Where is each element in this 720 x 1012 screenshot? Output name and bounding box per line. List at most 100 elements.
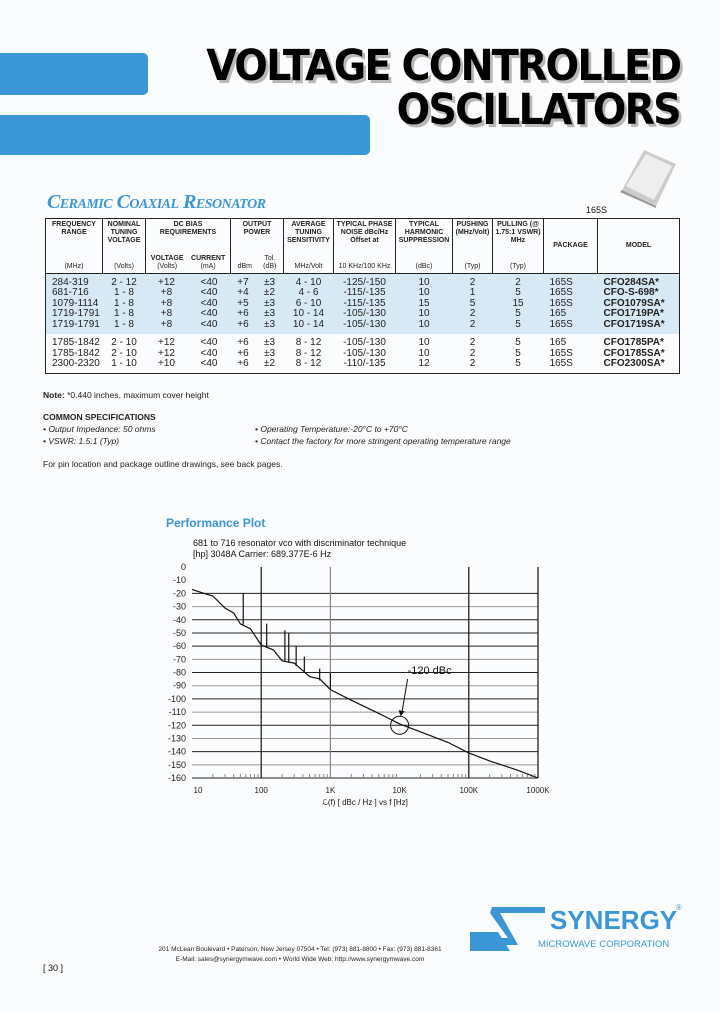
header-pulling: PULLING (@ 1.75:1 VSWR) MHz (Typ) — [492, 218, 544, 274]
row-spacer — [46, 370, 680, 374]
table-cell: CFO1785PA* — [603, 337, 664, 348]
table-cell: +8 — [145, 298, 188, 309]
table-cell: 10 - 14 — [283, 319, 334, 330]
y-tick-label: -40 — [173, 615, 186, 625]
table-cell: 10 — [395, 277, 453, 288]
table-cell: 1 - 8 — [102, 319, 146, 330]
x-tick-label: 10 — [194, 786, 203, 795]
table-row: 681-716 1 - 8 +8 <40 +4 ±2 4 - 6 -115/-135 10 1 5 1… — [45, 287, 680, 299]
row-spacer — [45, 273, 680, 278]
header-model: MODEL — [597, 218, 680, 274]
table-cell: <40 — [200, 347, 218, 359]
table-cell: -105/-130 — [333, 308, 396, 320]
table-cell: CFO1785SA* — [603, 347, 665, 359]
table-cell: +8 — [145, 287, 188, 299]
table-cell: 5 — [492, 308, 544, 320]
chart-xlabel: ℒ(f) [ dBc / Hz ] vs f [Hz] — [322, 798, 408, 807]
x-tick-label: 10K — [392, 786, 407, 795]
accent-bar-bottom — [0, 115, 370, 155]
table-cell: 165S — [543, 277, 598, 288]
x-tick-label: 1K — [326, 786, 336, 795]
table-cell: <40 — [187, 319, 231, 330]
table-row: 2300-2320 1 - 10 +10 <40 +6 ±2 8 - 12 -110/-135… — [46, 358, 680, 370]
spec-vswr: • VSWR: 1.5:1 (Typ) — [43, 436, 120, 446]
y-tick-label: 0 — [181, 562, 186, 572]
table-cell: ±2 — [255, 287, 284, 299]
table-cell: 1 - 8 — [102, 298, 146, 309]
annotation-label: -120 dBc — [408, 665, 453, 677]
spec-operating-temp: • Operating Temperature:-20°C to +70°C — [255, 424, 408, 434]
y-tick-label: -110 — [169, 707, 186, 717]
table-cell: 2 — [469, 337, 476, 348]
annotation-arrow — [401, 679, 409, 715]
table-cell: 5 — [492, 287, 544, 299]
table-cell: CFO2300SA* — [603, 358, 665, 369]
x-tick-label: 1000K — [526, 786, 550, 795]
synergy-logo: SYNERGY ® MICROWAVE CORPORATION — [470, 903, 685, 955]
table-cell: <40 — [187, 308, 231, 320]
table-cell: 165S — [543, 287, 598, 299]
table-cell: 2 — [469, 358, 476, 369]
table-cell: CFO284SA* — [597, 277, 680, 288]
page-number: [ 30 ] — [43, 963, 64, 973]
table-cell: -105/-130 — [333, 319, 396, 330]
table-cell: -115/-135 — [333, 287, 396, 299]
page-title-line2: OSCILLATORS — [396, 85, 682, 135]
y-tick-label: -130 — [168, 733, 186, 743]
spec-output-impedance: • Output Impedance: 50 ohms — [43, 424, 156, 434]
table-row: 1719-1791 1 - 8 +8 <40 +6 ±3 10 - 14 -105/-130 1… — [45, 319, 680, 330]
table-cell: ±3 — [255, 319, 284, 330]
table-row: 1719-1791 1 - 8 +8 <40 +6 ±3 10 - 14 -105/-130 1… — [45, 308, 680, 320]
header-tuning-sensitivity: AVERAGE TUNING SENSITIVITY MHz/Volt — [283, 218, 334, 274]
section-subtitle: Ceramic Coaxial Resonator — [47, 191, 266, 213]
table-cell: 1785-1842 — [52, 337, 100, 348]
table-cell: -105/-130 — [343, 347, 386, 359]
accent-bar-top — [0, 53, 148, 95]
annotation-arrowhead — [398, 710, 405, 717]
phase-noise-line — [191, 588, 539, 779]
plot-heading: Performance Plot — [166, 516, 266, 530]
table-cell: CFO-S-698* — [597, 287, 680, 299]
header-pushing: PUSHING (MHz/Volt) (Typ) — [452, 218, 493, 274]
table-cell: 1 - 10 — [111, 358, 137, 369]
header-package: PACKAGE — [543, 218, 598, 274]
table-cell: 8 - 12 — [295, 347, 322, 359]
table-cell: 165S — [549, 347, 573, 359]
table-cell: 2 — [469, 347, 476, 359]
common-specs-title: COMMON SPECIFICATIONS — [43, 412, 156, 422]
header-frequency: FREQUENCY RANGE (MHz) — [45, 218, 103, 274]
table-cell: 8 - 12 — [295, 358, 322, 369]
table-cell: 10 — [418, 337, 430, 348]
table-cell: 2 — [492, 277, 544, 288]
table-cell: ±3 — [263, 347, 276, 359]
table-cell: ±3 — [255, 298, 284, 309]
table-cell: +8 — [145, 319, 188, 330]
package-image — [614, 150, 676, 208]
page-title-line1: VOLTAGE CONTROLLED — [205, 41, 682, 91]
table-cell: <40 — [200, 358, 218, 369]
table-cell: +6 — [230, 308, 256, 320]
x-tick-label: 100 — [255, 786, 269, 795]
table-cell: 10 — [395, 308, 453, 320]
table-cell: 4 - 10 — [283, 277, 334, 288]
product-table: FREQUENCY RANGE (MHz) NOMINAL TUNING VOLT… — [45, 218, 680, 374]
table-cell: 4 - 6 — [283, 287, 334, 299]
table-row: 1785-1842 2 - 10 +12 <40 +6 ±3 8 - 12 -105/-130… — [46, 347, 680, 360]
note: Note: *0.440 inches, maximum cover heigh… — [43, 390, 209, 400]
table-cell: 165S — [543, 319, 598, 330]
row-spacer — [45, 330, 680, 334]
table-cell: 5 — [515, 347, 521, 359]
footer-contact: 201 McLean Boulevard • Paterson, New Jer… — [158, 946, 442, 963]
table-cell: 10 - 14 — [283, 308, 334, 320]
y-tick-label: -30 — [173, 602, 186, 612]
table-cell: CFO1719PA* — [597, 308, 680, 320]
table-cell: 1719-1791 — [45, 308, 103, 320]
table-cell: 6 - 10 — [283, 298, 334, 309]
table-cell: 165 — [543, 308, 598, 320]
table-cell: CFO1719SA* — [597, 319, 680, 330]
table-cell: 165 — [549, 337, 567, 348]
y-tick-label: -150 — [168, 760, 186, 770]
table-cell: 1 - 8 — [102, 287, 146, 299]
table-cell: +12 — [158, 347, 175, 359]
table-cell: -110/-135 — [343, 358, 386, 369]
